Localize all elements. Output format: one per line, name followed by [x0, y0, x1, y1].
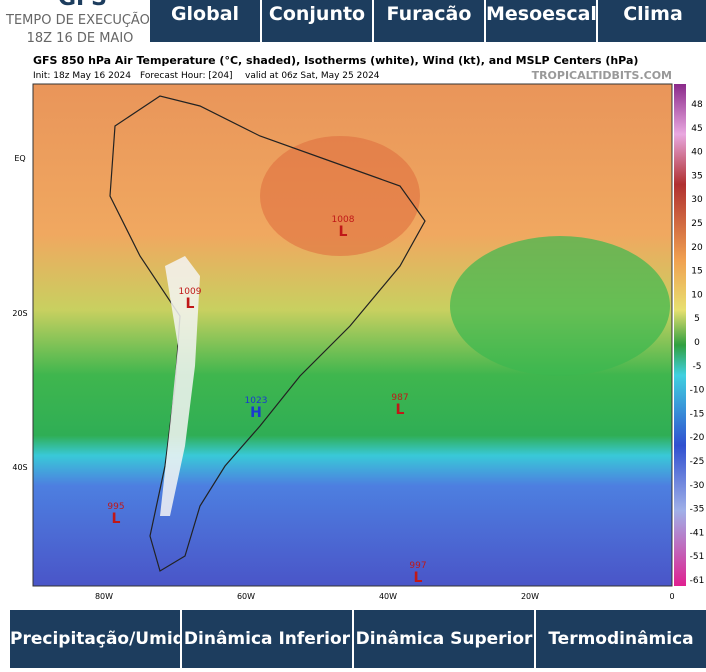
- section-tab[interactable]: Dinâmica Inferior: [182, 610, 352, 668]
- pressure-value: 1008: [332, 215, 355, 225]
- colorbar-label: 5: [694, 314, 700, 324]
- colorbar-label: -41: [690, 528, 705, 538]
- lon-label: 80W: [95, 592, 113, 601]
- section-tab[interactable]: Termodinâmica: [536, 610, 706, 668]
- run-time: 18Z 16 DE MAIO: [26, 31, 134, 46]
- lat-label: 40S: [12, 463, 27, 472]
- green-area: [450, 236, 670, 376]
- pressure-center: H: [250, 405, 262, 421]
- logo: GFS: [58, 0, 107, 11]
- run-label: TEMPO DE EXECUÇÃO:: [6, 13, 154, 28]
- pressure-center: L: [112, 511, 121, 527]
- nav-tab[interactable]: Conjunto: [262, 0, 372, 42]
- colorbar-label: 40: [691, 148, 703, 158]
- colorbar-label: 25: [691, 219, 702, 229]
- nav-tab[interactable]: Clima: [598, 0, 706, 42]
- colorbar-label: -10: [690, 386, 705, 396]
- nav-tab[interactable]: Global: [150, 0, 260, 42]
- colorbar-label: -61: [690, 576, 705, 586]
- lon-label: 0: [669, 592, 674, 601]
- warm-area: [260, 136, 420, 256]
- colorbar-label: -25: [690, 457, 705, 467]
- colorbar-label: -5: [693, 362, 702, 372]
- lat-label: 20S: [12, 309, 27, 318]
- colorbar-label: 35: [691, 171, 702, 181]
- pressure-value: 997: [409, 561, 426, 571]
- lon-label: 60W: [237, 592, 255, 601]
- init-time: Init: 18z May 16 2024: [33, 71, 131, 81]
- pressure-center: L: [339, 224, 348, 240]
- colorbar: [674, 84, 686, 586]
- colorbar-label: 20: [691, 243, 703, 253]
- section-tab[interactable]: Precipitação/Umidade: [10, 610, 180, 668]
- colorbar-label: -35: [690, 505, 705, 515]
- colorbar-label: -15: [690, 409, 705, 419]
- pressure-value: 995: [107, 502, 124, 512]
- pressure-center: L: [414, 570, 423, 586]
- valid-time: valid at 06z Sat, May 25 2024: [245, 71, 380, 81]
- map-figure: GFS 850 hPa Air Temperature (°C, shaded)…: [12, 54, 705, 601]
- pressure-center: L: [396, 402, 405, 418]
- lon-label: 40W: [379, 592, 397, 601]
- lon-label: 20W: [521, 592, 539, 601]
- colorbar-label: 15: [691, 267, 702, 277]
- colorbar-label: -51: [690, 552, 705, 562]
- colorbar-label: 10: [691, 290, 703, 300]
- credit: TROPICALTIDBITS.COM: [532, 69, 672, 82]
- pressure-value: 987: [391, 393, 408, 403]
- pressure-center: L: [186, 296, 195, 312]
- lat-label: EQ: [14, 154, 25, 163]
- colorbar-label: 30: [691, 195, 703, 205]
- nav-tab[interactable]: Mesoescala: [486, 0, 596, 42]
- colorbar-label: 48: [691, 100, 703, 110]
- colorbar-label: 45: [691, 124, 702, 134]
- pressure-value: 1009: [179, 287, 202, 297]
- colorbar-label: -30: [690, 481, 705, 491]
- colorbar-label: -20: [690, 433, 705, 443]
- andes-mask: [160, 256, 200, 516]
- section-tab[interactable]: Dinâmica Superior: [354, 610, 534, 668]
- colorbar-label: 0: [694, 338, 700, 348]
- pressure-value: 1023: [245, 396, 268, 406]
- map-title: GFS 850 hPa Air Temperature (°C, shaded)…: [33, 54, 638, 67]
- nav-tab[interactable]: Furacão: [374, 0, 484, 42]
- forecast-hour: Forecast Hour: [204]: [140, 71, 233, 81]
